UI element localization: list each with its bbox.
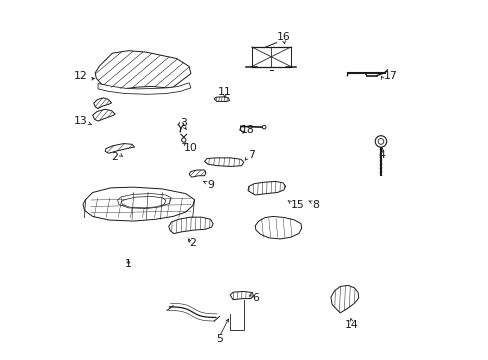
Polygon shape: [93, 109, 115, 121]
Text: 13: 13: [73, 116, 87, 126]
Text: 15: 15: [290, 200, 304, 210]
Text: 7: 7: [247, 150, 254, 160]
Text: 18: 18: [241, 125, 254, 135]
Text: 16: 16: [276, 32, 290, 42]
Text: 2: 2: [111, 152, 118, 162]
Text: 5: 5: [216, 334, 223, 344]
Text: 2: 2: [189, 238, 196, 248]
Polygon shape: [230, 292, 253, 300]
Polygon shape: [168, 217, 213, 234]
Text: 17: 17: [383, 71, 397, 81]
Circle shape: [181, 138, 185, 142]
Polygon shape: [94, 98, 111, 109]
Polygon shape: [95, 51, 190, 89]
Circle shape: [374, 136, 386, 147]
Text: 8: 8: [312, 200, 319, 210]
Polygon shape: [105, 144, 134, 153]
Text: 10: 10: [183, 143, 197, 153]
Text: 9: 9: [206, 180, 213, 190]
Polygon shape: [118, 194, 171, 208]
Circle shape: [377, 139, 383, 144]
Polygon shape: [255, 216, 301, 239]
Polygon shape: [98, 83, 190, 94]
Text: 14: 14: [344, 320, 358, 330]
Text: 12: 12: [73, 71, 87, 81]
Polygon shape: [121, 197, 165, 208]
Polygon shape: [247, 181, 285, 195]
Polygon shape: [330, 285, 358, 313]
Circle shape: [262, 125, 265, 129]
Polygon shape: [204, 158, 244, 166]
Polygon shape: [214, 97, 229, 102]
Polygon shape: [83, 187, 194, 221]
Text: 1: 1: [125, 259, 132, 269]
Text: 3: 3: [180, 118, 187, 128]
Polygon shape: [189, 170, 205, 177]
Text: 4: 4: [378, 150, 385, 160]
Text: 11: 11: [218, 87, 231, 98]
Text: 6: 6: [251, 293, 258, 303]
